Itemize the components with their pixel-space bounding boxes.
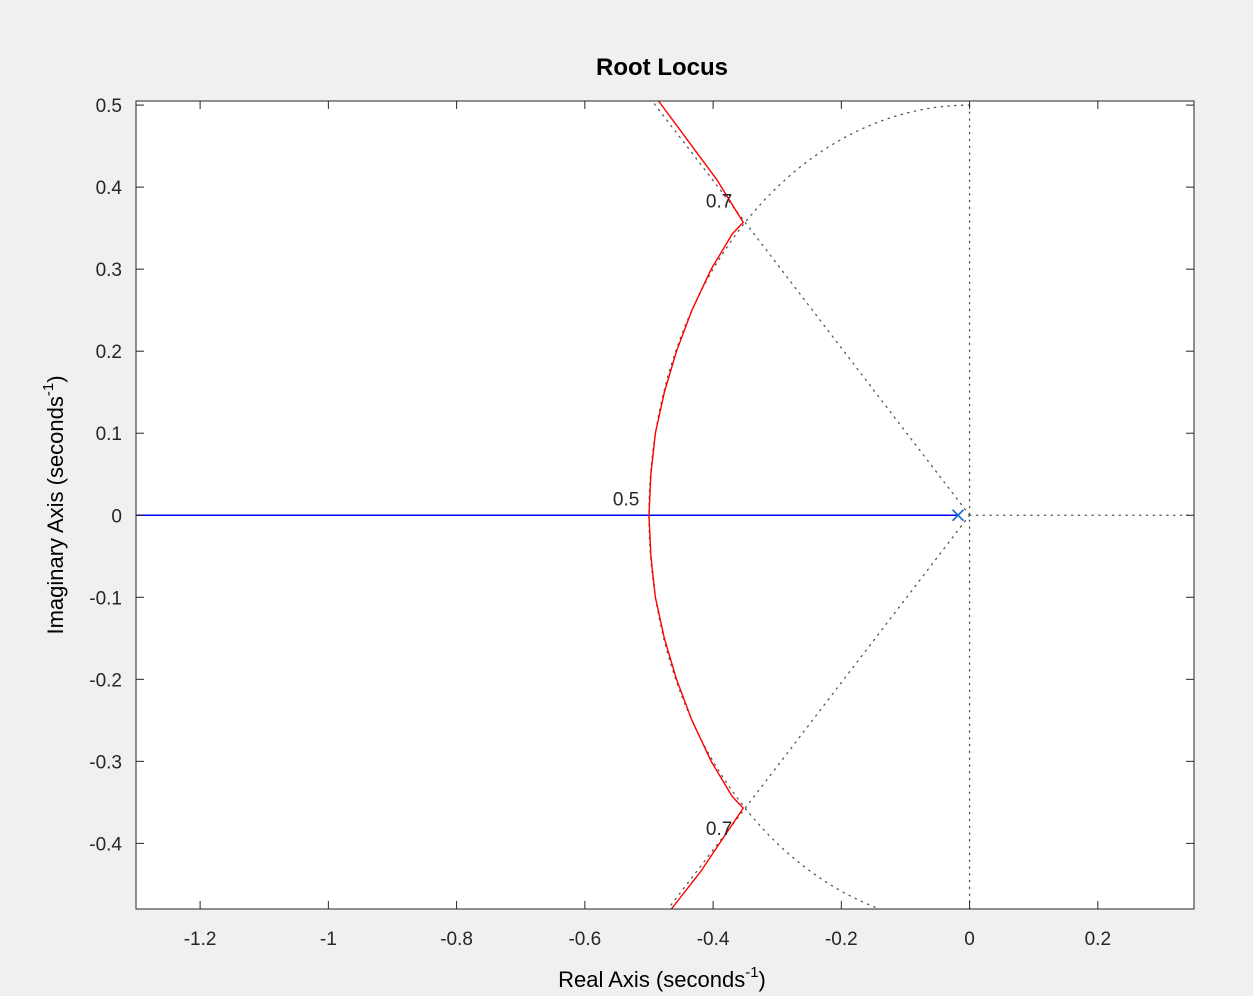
x-tick-label: -0.6 — [568, 929, 601, 950]
pole-marker-stroke — [951, 509, 965, 522]
y-axis-label-text: Imaginary Axis (seconds — [43, 396, 68, 634]
annotations-layer: 0.7 0.5 0.7 — [613, 192, 732, 841]
grid-damping-ratio-line — [667, 514, 971, 910]
locus-branch-3 — [648, 515, 744, 910]
grid-damping-ratio-line — [651, 100, 971, 516]
x-axis-label-text: Real Axis (seconds — [558, 967, 745, 992]
y-tick-label: 0 — [111, 506, 122, 527]
y-tick-label: -0.2 — [89, 670, 122, 691]
y-tick-label: 0.1 — [96, 424, 122, 445]
y-axis-label: Imaginary Axis (seconds-1) — [40, 375, 68, 634]
poles-layer — [951, 509, 965, 522]
grid-annotation-label: 0.7 — [706, 192, 732, 213]
locus-branch-2 — [648, 100, 744, 516]
x-axis-label-exponent: -1 — [745, 964, 758, 981]
grid-annotation-label: 0.5 — [613, 489, 639, 510]
grid-annotation-label: 0.7 — [706, 819, 732, 840]
x-tick-label: 0 — [964, 929, 975, 950]
pole-marker — [951, 509, 965, 522]
plot-area — [136, 101, 1194, 909]
y-tick-label: 0.3 — [96, 260, 122, 281]
x-tick-label: -0.4 — [697, 929, 730, 950]
x-axis-label: Real Axis (seconds-1) — [558, 964, 766, 992]
x-axis-label-close: ) — [759, 967, 766, 992]
y-axis-label-exponent: -1 — [40, 383, 57, 396]
x-tick-label: -0.2 — [825, 929, 858, 950]
y-tick-label: 0.5 — [96, 96, 122, 117]
y-tick-label: -0.1 — [89, 588, 122, 609]
locus-series-layer — [136, 100, 959, 910]
y-tick-label: 0.4 — [96, 178, 123, 199]
chart-title: Root Locus — [596, 54, 728, 81]
x-tick-label: -1 — [320, 929, 337, 950]
ticks-layer: -1.2 -1 -0.8 -0.6 -0.4 -0.2 0 0.2 0.5 0.4 0.3 0.2 0.… — [89, 96, 1194, 950]
x-tick-label: 0.2 — [1085, 929, 1111, 950]
x-tick-label: -1.2 — [184, 929, 217, 950]
y-axis-label-close: ) — [43, 375, 68, 382]
y-tick-label: 0.2 — [96, 342, 122, 363]
y-tick-label: -0.4 — [89, 834, 122, 855]
axes-box — [135, 100, 1195, 910]
x-tick-label: -0.8 — [440, 929, 473, 950]
y-tick-label: -0.3 — [89, 752, 122, 773]
